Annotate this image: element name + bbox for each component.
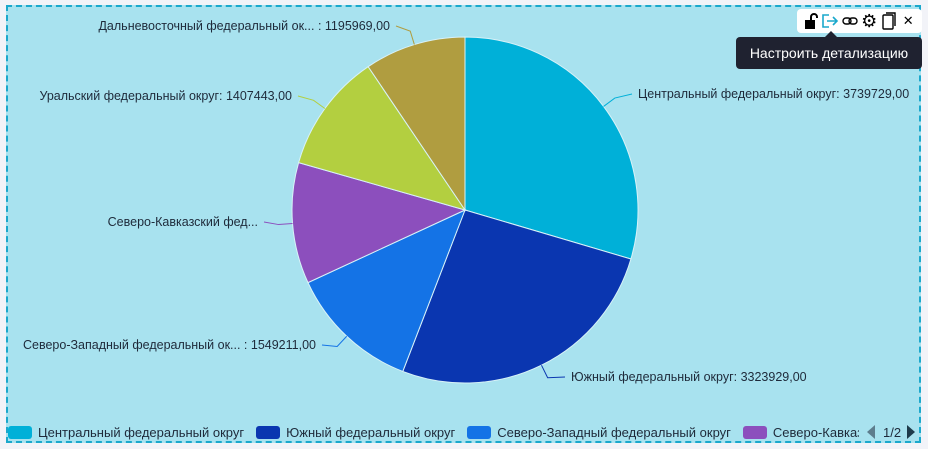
slice-label: Южный федеральный округ: 3323929,00 xyxy=(571,370,807,384)
drill-export-icon[interactable] xyxy=(821,12,839,30)
leader-line xyxy=(603,93,633,107)
link-icon[interactable] xyxy=(841,12,859,30)
legend-label: Северо-Западный федеральный округ xyxy=(497,424,731,440)
slice-label: Дальневосточный федеральный ок... : 1195… xyxy=(98,19,390,33)
lock-open-icon[interactable] xyxy=(802,12,820,30)
pie-slice[interactable] xyxy=(307,209,466,373)
legend-swatch xyxy=(8,425,32,439)
leader-line xyxy=(395,25,415,45)
slice-label: Северо-Западный федеральный ок... : 1549… xyxy=(23,338,316,352)
legend-item[interactable]: Центральный федеральный округ xyxy=(8,425,244,440)
leader-line xyxy=(297,95,326,109)
legend-swatch xyxy=(256,425,281,439)
slice-label: Северо-Кавказский фед... xyxy=(108,215,258,229)
next-page-icon[interactable] xyxy=(907,425,916,439)
pie-slice[interactable] xyxy=(402,209,632,384)
leader-line xyxy=(321,335,348,347)
close-icon[interactable]: ✕ xyxy=(902,13,914,28)
legend-pager: 1/2 xyxy=(867,424,916,440)
copy-icon[interactable] xyxy=(880,12,898,30)
legend-label: Южный федеральный округ xyxy=(286,424,456,440)
leader-line xyxy=(541,364,566,379)
slice-label: Центральный федеральный округ: 3739729,0… xyxy=(638,87,909,101)
tooltip: Настроить детализацию xyxy=(736,31,922,69)
pie-slice[interactable] xyxy=(291,162,467,284)
pie-slice[interactable] xyxy=(297,65,467,211)
prev-page-icon[interactable] xyxy=(867,425,875,439)
leader-line xyxy=(263,221,293,226)
legend-label: Северо-Кавказский федеральный округ xyxy=(772,424,859,440)
legend-label: Центральный федеральный округ xyxy=(38,424,245,440)
pie-slice[interactable] xyxy=(367,36,466,212)
legend-page: 1/2 xyxy=(883,424,902,440)
legend-swatch xyxy=(467,425,492,439)
widget-toolbar: ⚙ ✕ xyxy=(797,9,922,33)
slice-label: Уральский федеральный округ: 1407443,00 xyxy=(39,89,292,103)
legend-item[interactable]: Южный федеральный округ xyxy=(256,425,455,440)
legend-item[interactable]: Северо-Западный федеральный округ xyxy=(467,425,731,440)
gear-icon[interactable]: ⚙ xyxy=(861,10,878,31)
legend-item[interactable]: Северо-Кавказский федеральный округ xyxy=(742,424,859,440)
legend-swatch xyxy=(742,425,767,439)
legend: Центральный федеральный округ Южный федер… xyxy=(8,422,920,442)
pie-slice[interactable] xyxy=(464,36,639,260)
